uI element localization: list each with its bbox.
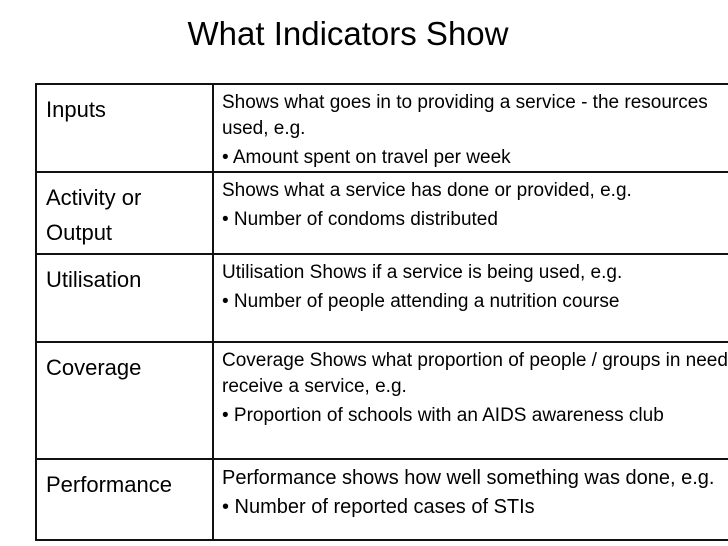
indicator-example-bullet: • Number of condoms distributed — [222, 209, 498, 230]
indicator-name-cell: Inputs — [35, 83, 214, 173]
indicator-description: Shows what goes in to providing a servic… — [222, 92, 708, 139]
indicator-name-cell: Performance — [35, 458, 214, 541]
slide-title: What Indicators Show — [187, 15, 509, 52]
indicator-description-cell: Utilisation Shows if a service is being … — [212, 253, 728, 343]
indicator-description: Shows what a service has done or provide… — [222, 180, 632, 201]
indicator-name-cell: Coverage — [35, 341, 214, 460]
indicator-description-cell: Shows what a service has done or provide… — [212, 171, 728, 255]
indicator-example-bullet: • Amount spent on travel per week — [222, 147, 511, 168]
indicator-name-cell: Activity or Output — [35, 171, 214, 255]
indicator-description: Utilisation Shows if a service is being … — [222, 262, 623, 283]
table-row: Coverage Coverage Shows what proportion … — [35, 341, 728, 460]
indicator-example-bullet: • Number of reported cases of STIs — [222, 496, 535, 518]
table-row: Activity or Output Shows what a service … — [35, 171, 728, 255]
table-row: Utilisation Utilisation Shows if a servi… — [35, 253, 728, 343]
indicator-description-cell: Shows what goes in to providing a servic… — [212, 83, 728, 173]
table-row: Performance Performance shows how well s… — [35, 458, 728, 541]
indicator-example-bullet: • Number of people attending a nutrition… — [222, 291, 620, 312]
indicator-example-bullet: • Proportion of schools with an AIDS awa… — [222, 405, 664, 426]
indicator-name-cell: Utilisation — [35, 253, 214, 343]
table-row: Inputs Shows what goes in to providing a… — [35, 83, 728, 173]
indicators-table: Inputs Shows what goes in to providing a… — [35, 83, 728, 541]
indicator-description-cell: Coverage Shows what proportion of people… — [212, 341, 728, 460]
indicator-description-cell: Performance shows how well something was… — [212, 458, 728, 541]
indicator-description: Performance shows how well something was… — [222, 467, 715, 489]
indicator-description: Coverage Shows what proportion of people… — [222, 350, 728, 397]
